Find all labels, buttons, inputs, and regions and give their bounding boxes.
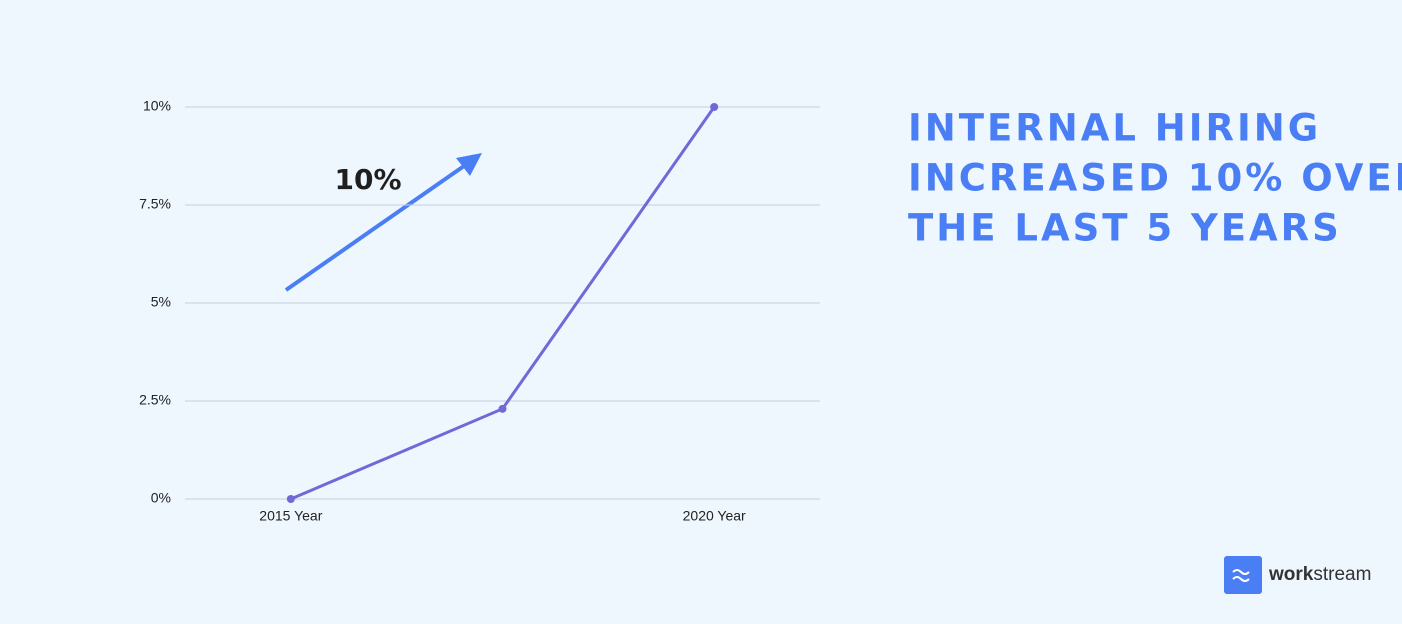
- chart-title: INTERNAL HIRING: [908, 107, 1321, 150]
- annotation-arrow: [284, 164, 466, 292]
- x-tick-label: 2020 Year: [683, 508, 746, 524]
- logo-waves: [1232, 569, 1250, 582]
- chart-title: THE LAST 5 YEARS: [908, 207, 1342, 250]
- x-tick-label: 2015 Year: [259, 508, 322, 524]
- point: [286, 495, 295, 503]
- annotation-arrowhead: [456, 153, 482, 176]
- logo-icon: [1224, 556, 1262, 594]
- chart-title: INCREASED 10% OVER: [908, 157, 1402, 200]
- logo-text-bold: work: [1268, 564, 1314, 585]
- y-tick-label: 7.5%: [139, 196, 171, 212]
- y-tick-label: 2.5%: [139, 392, 171, 408]
- point: [498, 404, 507, 413]
- y-tick-label: 5%: [151, 294, 171, 310]
- y-tick-label: 10%: [143, 98, 171, 114]
- logo-text: workstream: [1268, 564, 1371, 585]
- logo-text-regular: stream: [1313, 564, 1371, 585]
- point: [710, 103, 719, 111]
- y-tick-label: 0%: [151, 490, 171, 506]
- annotation: 10%: [334, 163, 401, 196]
